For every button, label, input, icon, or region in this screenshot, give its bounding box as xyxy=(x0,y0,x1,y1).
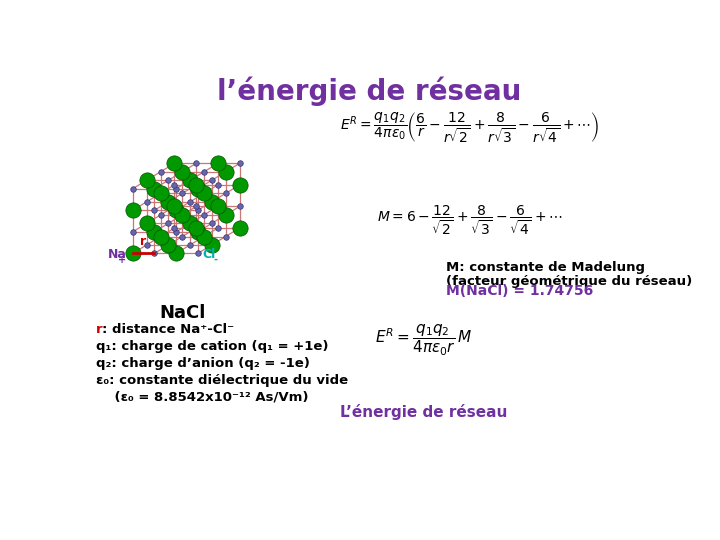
Text: Cl: Cl xyxy=(202,248,215,261)
Text: $M = 6 - \dfrac{12}{\sqrt{2}} + \dfrac{8}{\sqrt{3}} - \dfrac{6}{\sqrt{4}} + \cdo: $M = 6 - \dfrac{12}{\sqrt{2}} + \dfrac{8… xyxy=(377,204,562,237)
Text: r: r xyxy=(96,323,103,336)
Text: Na: Na xyxy=(107,248,127,261)
Text: M(NaCl) = 1.74756: M(NaCl) = 1.74756 xyxy=(446,284,594,298)
Text: (facteur géométrique du réseau): (facteur géométrique du réseau) xyxy=(446,275,693,288)
Text: r: r xyxy=(140,235,147,248)
Text: $E^R = \dfrac{q_1 q_2}{4\pi\varepsilon_0 r}\,M$: $E^R = \dfrac{q_1 q_2}{4\pi\varepsilon_0… xyxy=(374,323,472,358)
Text: q₁: charge de cation (q₁ = +1e): q₁: charge de cation (q₁ = +1e) xyxy=(96,340,329,353)
Text: $E^R = \dfrac{q_1 q_2}{4\pi\varepsilon_0}\left(\dfrac{6}{r} - \dfrac{12}{r\sqrt{: $E^R = \dfrac{q_1 q_2}{4\pi\varepsilon_0… xyxy=(340,111,600,145)
Text: ε₀: constante diélectrique du vide: ε₀: constante diélectrique du vide xyxy=(96,374,348,387)
Text: NaCl: NaCl xyxy=(160,303,206,321)
Text: (ε₀ = 8.8542x10⁻¹² As/Vm): (ε₀ = 8.8542x10⁻¹² As/Vm) xyxy=(96,390,309,403)
Text: -: - xyxy=(213,255,217,265)
Text: l’énergie de réseau: l’énergie de réseau xyxy=(217,76,521,106)
Text: q₂: charge d’anion (q₂ = -1e): q₂: charge d’anion (q₂ = -1e) xyxy=(96,356,310,369)
Text: +: + xyxy=(118,255,127,265)
Text: : distance Na⁺-Cl⁻: : distance Na⁺-Cl⁻ xyxy=(102,323,235,336)
Text: M: constante de Madelung: M: constante de Madelung xyxy=(446,261,646,274)
Text: L’énergie de réseau: L’énergie de réseau xyxy=(340,403,507,420)
